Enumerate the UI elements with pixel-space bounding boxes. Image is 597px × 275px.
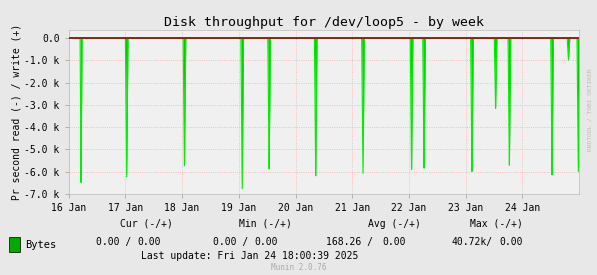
Text: 0.00 /: 0.00 / bbox=[96, 237, 131, 247]
Text: Cur (-/+): Cur (-/+) bbox=[120, 219, 173, 229]
Text: Munin 2.0.76: Munin 2.0.76 bbox=[271, 263, 326, 272]
Text: 0.00: 0.00 bbox=[383, 237, 406, 247]
Text: 0.00 /: 0.00 / bbox=[213, 237, 248, 247]
Text: Max (-/+): Max (-/+) bbox=[469, 219, 522, 229]
Text: 0.00: 0.00 bbox=[500, 237, 523, 247]
Text: 168.26 /: 168.26 / bbox=[326, 237, 373, 247]
Text: Bytes: Bytes bbox=[25, 240, 56, 250]
Text: 0.00: 0.00 bbox=[138, 237, 161, 247]
Text: RRDTOOL / TOBI OETIKER: RRDTOOL / TOBI OETIKER bbox=[588, 69, 593, 151]
Text: Min (-/+): Min (-/+) bbox=[239, 219, 292, 229]
Y-axis label: Pr second read (-) / write (+): Pr second read (-) / write (+) bbox=[11, 24, 21, 200]
Text: Last update: Fri Jan 24 18:00:39 2025: Last update: Fri Jan 24 18:00:39 2025 bbox=[141, 251, 358, 261]
Title: Disk throughput for /dev/loop5 - by week: Disk throughput for /dev/loop5 - by week bbox=[164, 16, 484, 29]
Text: 0.00: 0.00 bbox=[254, 237, 278, 247]
Text: 40.72k/: 40.72k/ bbox=[451, 237, 493, 247]
Text: Avg (-/+): Avg (-/+) bbox=[368, 219, 420, 229]
